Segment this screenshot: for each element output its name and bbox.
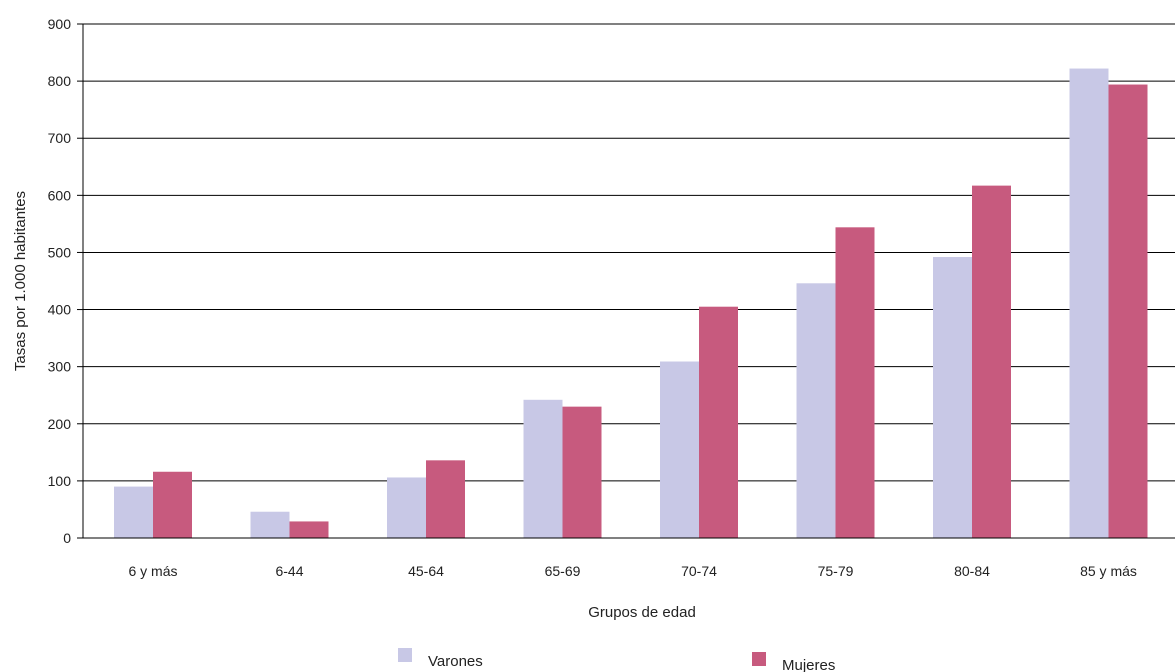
bar-mujeres-0 (153, 471, 192, 538)
y-tick-label: 900 (48, 16, 72, 32)
legend-label-varones: Varones (428, 653, 483, 670)
y-tick-labels: 0 100 200 300 400 500 600 700 800 900 (48, 16, 72, 546)
bar-varones-7 (1069, 68, 1109, 539)
x-tick-label: 65-69 (545, 563, 581, 579)
y-tick-label: 500 (48, 244, 72, 260)
y-tick-label: 400 (48, 302, 72, 318)
bar-mujeres-1 (289, 521, 329, 538)
legend: Varones Mujeres (398, 648, 835, 672)
bar-mujeres-2 (426, 460, 465, 538)
y-tick-label: 600 (48, 187, 72, 203)
legend-swatch-varones (398, 648, 412, 662)
x-axis-title: Grupos de edad (588, 604, 696, 621)
bar-mujeres-3 (562, 406, 602, 538)
bar-varones-1 (250, 511, 290, 538)
x-tick-label: 75-79 (818, 563, 854, 579)
x-tick-labels: 6 y más 6-44 45-64 65-69 70-74 75-79 80-84 85 y… (128, 563, 1136, 579)
bar-varones-6 (933, 257, 972, 538)
x-tick-label: 6-44 (275, 563, 303, 579)
bar-varones-5 (796, 283, 836, 538)
bar-varones-2 (387, 477, 426, 538)
y-tick-label: 0 (63, 530, 71, 546)
bar-varones-4 (660, 361, 699, 538)
bar-varones-3 (523, 399, 563, 538)
y-tick-label: 800 (48, 73, 72, 89)
bar-varones-0 (114, 486, 153, 538)
y-tick-label: 300 (48, 359, 72, 375)
y-tick-label: 700 (48, 130, 72, 146)
x-tick-label: 45-64 (408, 563, 444, 579)
x-tick-label: 6 y más (128, 563, 177, 579)
axes (82, 24, 1175, 539)
x-tick-label: 70-74 (681, 563, 717, 579)
y-tick-label: 200 (48, 416, 72, 432)
bars (114, 68, 1148, 539)
x-tick-label: 80-84 (954, 563, 990, 579)
bar-mujeres-6 (972, 185, 1011, 538)
legend-label-mujeres: Mujeres (782, 657, 835, 672)
bar-mujeres-4 (699, 306, 738, 538)
bar-mujeres-7 (1108, 84, 1148, 538)
x-tick-label: 85 y más (1080, 563, 1137, 579)
legend-swatch-mujeres (752, 652, 766, 666)
y-tick-label: 100 (48, 473, 72, 489)
y-axis-title: Tasas por 1.000 habitantes (12, 191, 29, 371)
bar-mujeres-5 (835, 227, 875, 538)
